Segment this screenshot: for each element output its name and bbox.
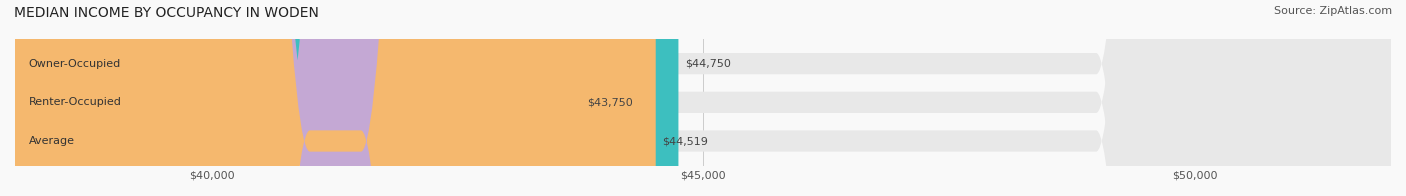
- FancyBboxPatch shape: [15, 0, 581, 196]
- FancyBboxPatch shape: [15, 0, 1391, 196]
- Text: $43,750: $43,750: [588, 97, 633, 107]
- Text: MEDIAN INCOME BY OCCUPANCY IN WODEN: MEDIAN INCOME BY OCCUPANCY IN WODEN: [14, 6, 319, 20]
- FancyBboxPatch shape: [15, 0, 655, 196]
- FancyBboxPatch shape: [15, 0, 1391, 196]
- Text: Average: Average: [28, 136, 75, 146]
- Text: Source: ZipAtlas.com: Source: ZipAtlas.com: [1274, 6, 1392, 16]
- FancyBboxPatch shape: [15, 0, 679, 196]
- FancyBboxPatch shape: [15, 0, 1391, 196]
- Text: $44,750: $44,750: [685, 59, 731, 69]
- Text: Owner-Occupied: Owner-Occupied: [28, 59, 121, 69]
- Text: Renter-Occupied: Renter-Occupied: [28, 97, 122, 107]
- Text: $44,519: $44,519: [662, 136, 709, 146]
